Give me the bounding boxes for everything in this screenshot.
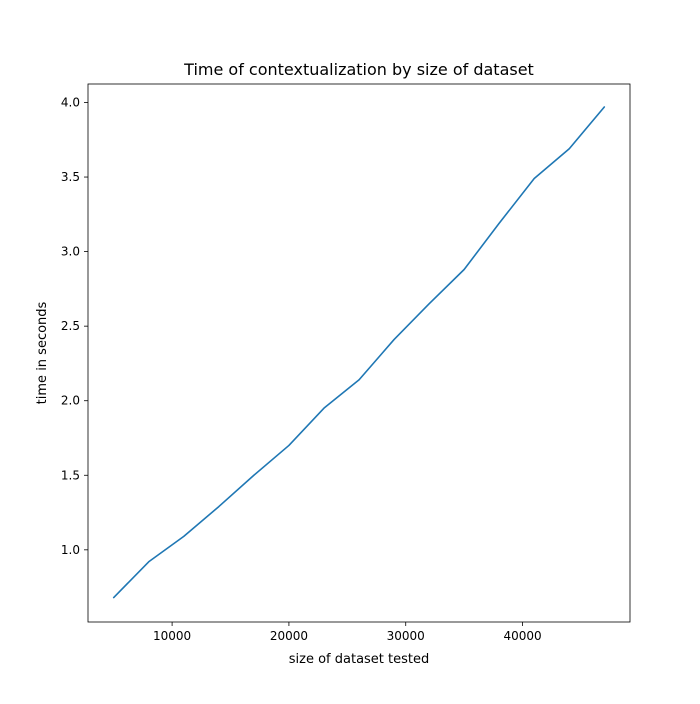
y-axis: 1.0 1.5 2.0 2.5 3.0 3.5 4.0 <box>61 95 88 557</box>
y-axis-label: time in seconds <box>35 301 50 404</box>
y-tick-label: 4.0 <box>61 95 80 109</box>
plot-frame <box>87 83 631 623</box>
y-tick-label: 1.0 <box>61 543 80 557</box>
x-axis: 10000 20000 30000 40000 <box>153 622 542 643</box>
y-tick-label: 3.5 <box>61 170 80 184</box>
x-tick-label: 10000 <box>153 629 191 643</box>
y-tick-label: 1.5 <box>61 468 80 482</box>
series-line-0 <box>112 106 606 599</box>
plot-area <box>88 84 630 622</box>
x-axis-label: size of dataset tested <box>289 652 430 667</box>
y-tick-label: 2.5 <box>61 319 80 333</box>
x-tick-label: 30000 <box>387 629 425 643</box>
y-tick-label: 2.0 <box>61 394 80 408</box>
series-layer <box>112 106 606 599</box>
y-tick-label: 3.0 <box>61 245 80 259</box>
chart-title: Time of contextualization by size of dat… <box>183 60 534 79</box>
x-tick-label: 40000 <box>503 629 541 643</box>
x-tick-label: 20000 <box>270 629 308 643</box>
